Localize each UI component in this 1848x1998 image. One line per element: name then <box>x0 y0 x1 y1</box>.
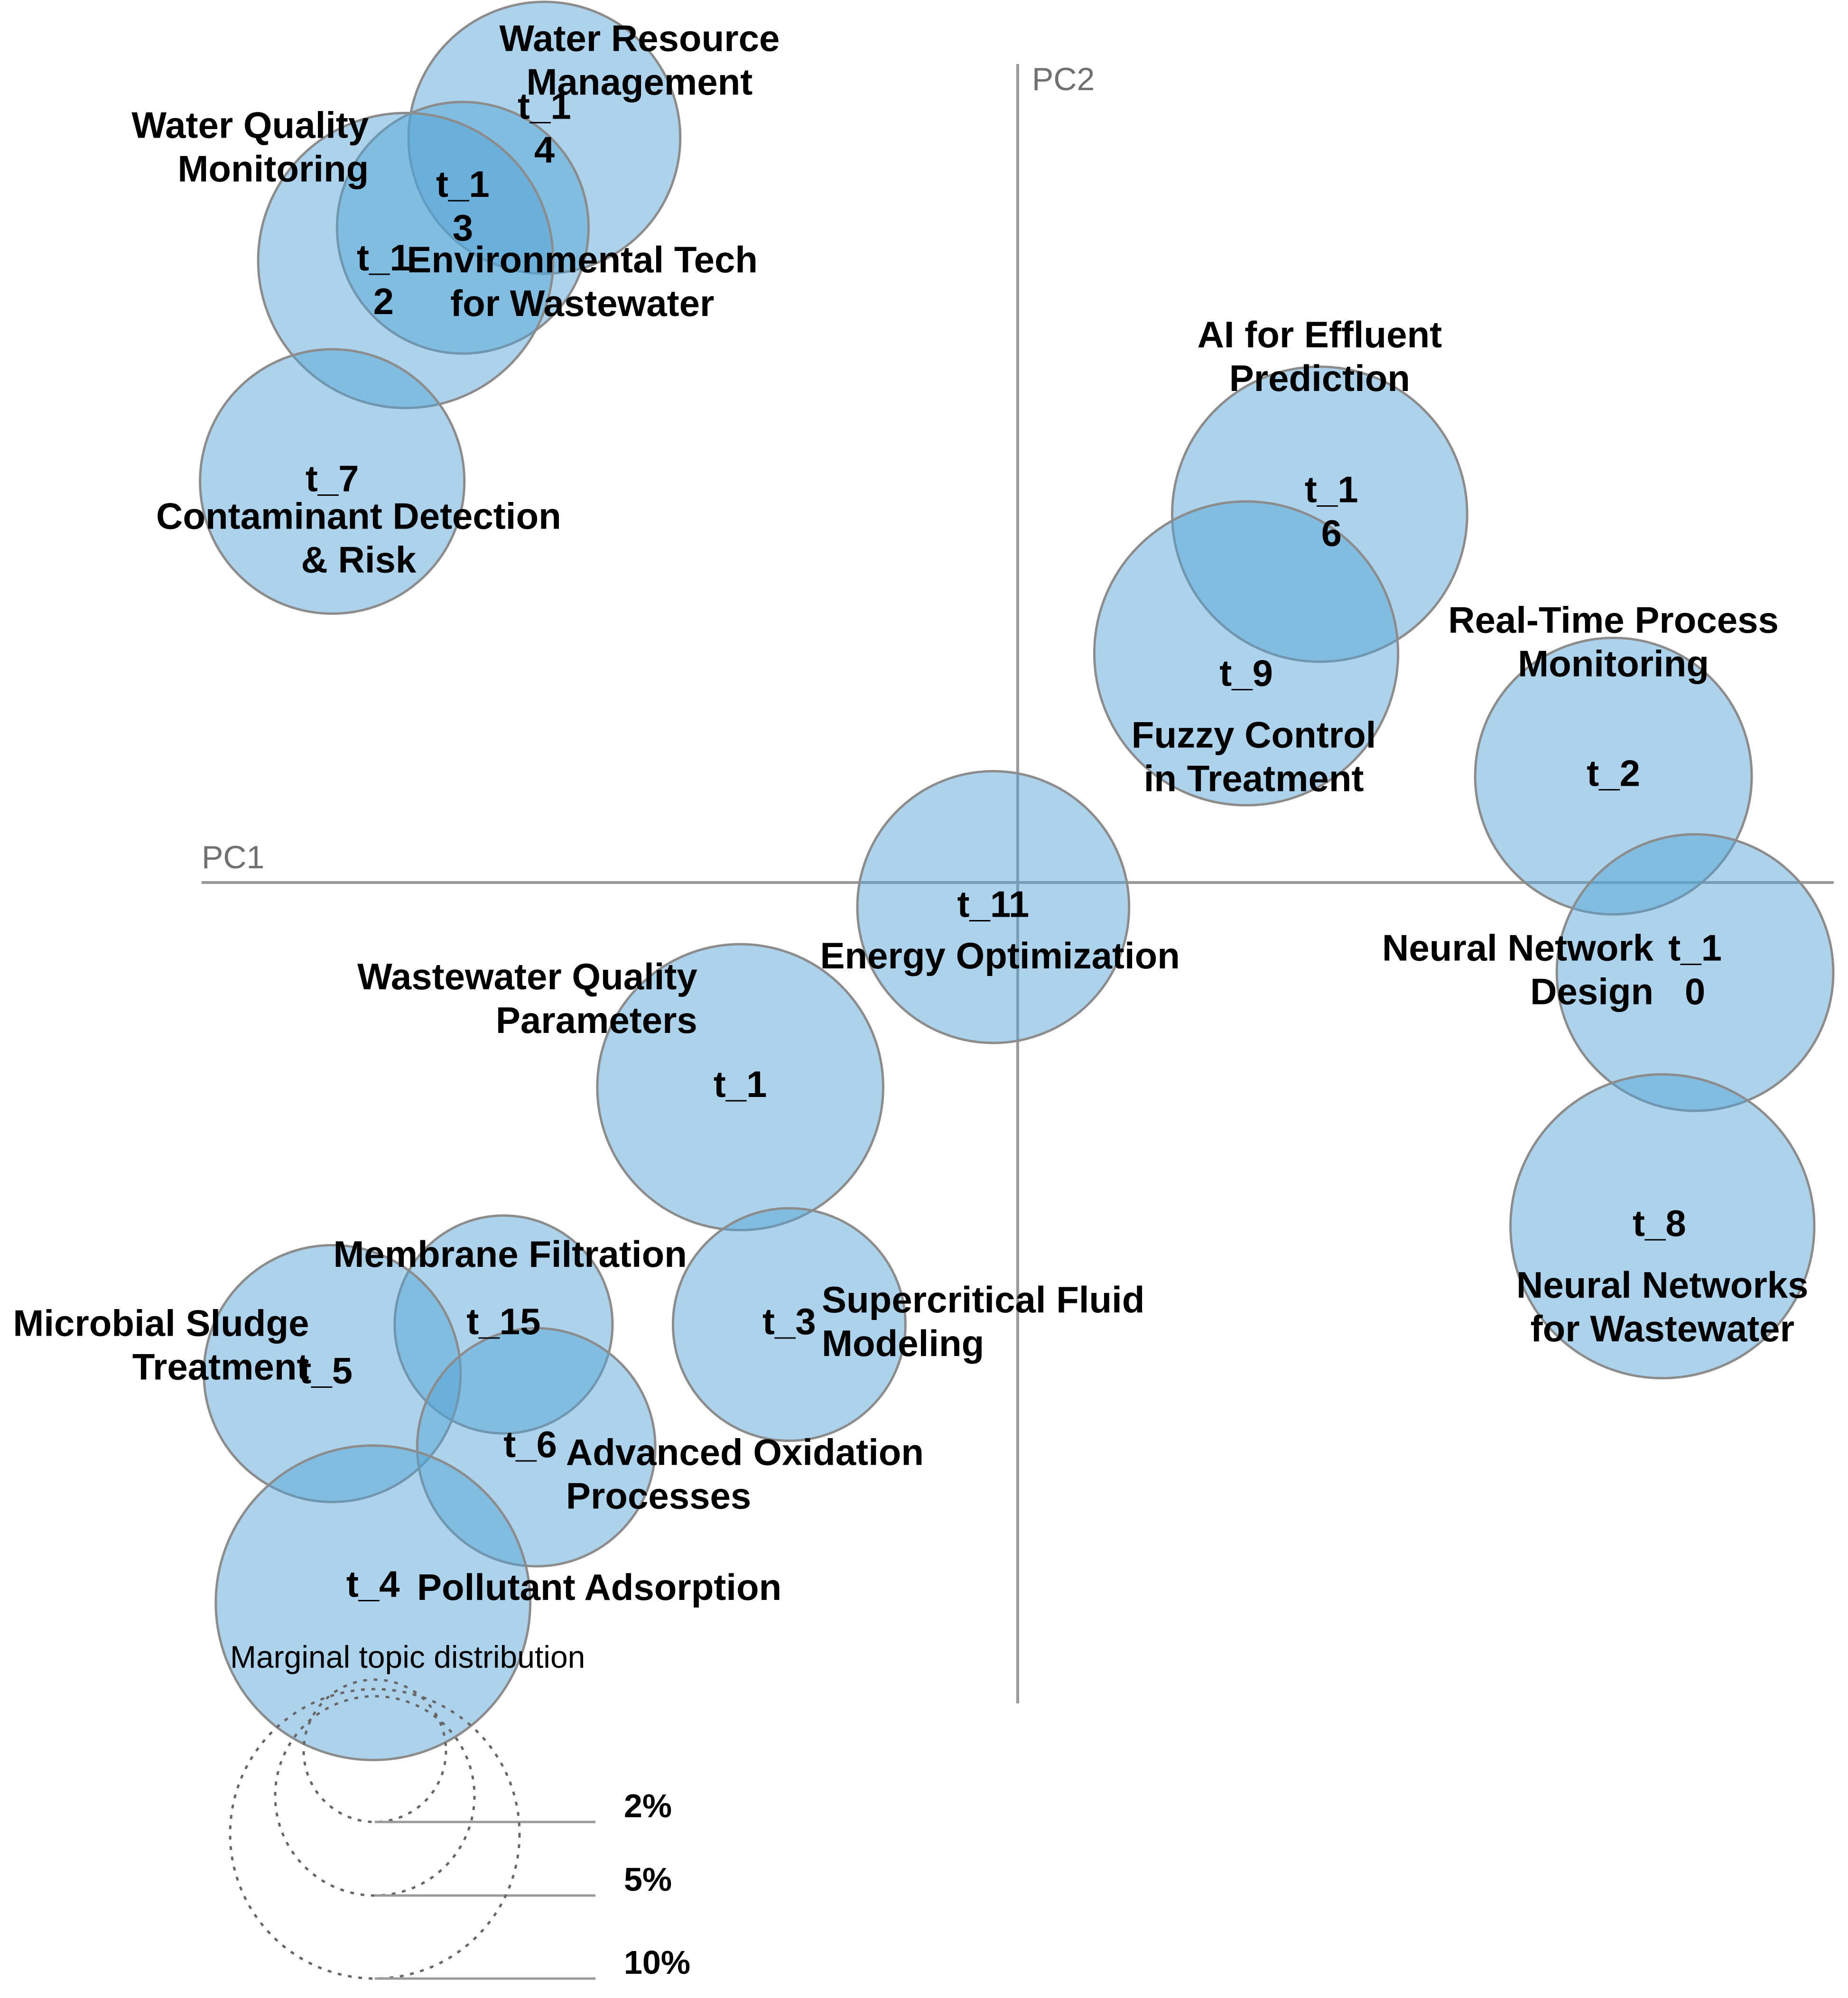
topic-bubble-t-15[interactable] <box>393 1214 614 1435</box>
topic-bubbles <box>199 0 1835 1761</box>
topic-name-label: Contaminant Detection & Risk <box>156 495 561 581</box>
topic-id-label: t_8 <box>1633 1202 1686 1244</box>
pc1-axis-label: PC1 <box>202 839 264 875</box>
pc2-axis-label: PC2 <box>1032 61 1095 97</box>
legend-circle <box>229 1688 521 1980</box>
legend-circle <box>302 1678 447 1823</box>
topic-bubble-t-1[interactable] <box>596 943 884 1232</box>
topic-bubble-t-12[interactable] <box>257 112 555 409</box>
topic-bubble-t-9[interactable] <box>1093 500 1400 807</box>
size-legend: 2% 5% 10% <box>229 1678 690 1981</box>
topic-bubble-t-16[interactable] <box>1171 365 1468 663</box>
topic-id-label: t_15 <box>466 1301 540 1342</box>
topic-name-label: Wastewater Quality Parameters <box>357 956 697 1041</box>
topic-name-label: Advanced Oxidation Processes <box>566 1431 924 1517</box>
topic-bubble-t-3[interactable] <box>671 1207 907 1442</box>
topic-name-label: Neural Networks for Wastewater <box>1516 1264 1809 1349</box>
topic-name-label: Energy Optimization <box>820 935 1180 976</box>
legend-title: Marginal topic distribution <box>230 1639 585 1674</box>
topic-id-label: t_11 <box>957 883 1029 925</box>
topic-bubble-t-14[interactable] <box>407 0 682 275</box>
topic-id-label: t_5 <box>299 1350 353 1392</box>
topic-name-label: Neural Network Design <box>1382 927 1654 1012</box>
topic-id-label: t_1 3 <box>436 163 490 249</box>
topic-id-label: t_2 <box>1587 752 1640 794</box>
topic-name-label: Environmental Tech for Wastewater <box>407 239 758 324</box>
topic-name-label: Membrane Filtration <box>333 1233 687 1275</box>
topic-id-label: t_1 4 <box>518 85 571 171</box>
topic-id-label: t_3 <box>762 1301 816 1342</box>
topic-name-label: Fuzzy Control in Treatment <box>1132 714 1376 799</box>
topic-name-label: Water Resource Management <box>499 17 780 102</box>
topic-id-label: t_1 2 <box>357 237 410 322</box>
topic-bubble-t-8[interactable] <box>1509 1073 1816 1380</box>
topic-bubble-t-2[interactable] <box>1474 636 1753 916</box>
legend-label: 10% <box>624 1944 690 1981</box>
topic-bubble-t-13[interactable] <box>335 101 590 355</box>
topic-bubble-t-10[interactable] <box>1555 833 1835 1112</box>
topic-id-label: t_1 0 <box>1668 927 1722 1012</box>
topic-id-label: t_9 <box>1219 652 1273 694</box>
topic-name-label: Real-Time Process Monitoring <box>1448 599 1779 685</box>
topic-bubble-t-5[interactable] <box>203 1244 462 1504</box>
topic-id-label: t_1 <box>714 1063 767 1105</box>
topic-name-label: Supercritical Fluid Modeling <box>822 1279 1144 1364</box>
topic-id-label: t_1 6 <box>1305 468 1358 554</box>
topic-id-label: t_6 <box>503 1423 557 1465</box>
legend-label: 5% <box>624 1861 672 1898</box>
topic-bubble-t-6[interactable] <box>416 1327 657 1568</box>
topic-bubble-t-7[interactable] <box>199 348 466 615</box>
topic-bubble-t-4[interactable] <box>214 1444 532 1761</box>
topic-name-label: Pollutant Adsorption <box>417 1566 781 1608</box>
topic-name-label: AI for Effluent Prediction <box>1198 314 1442 399</box>
topic-bubble-t-11[interactable] <box>856 770 1131 1044</box>
legend-label: 2% <box>624 1787 672 1824</box>
topic-name-label: Microbial Sludge Treatment <box>13 1302 309 1387</box>
topic-id-label: t_4 <box>346 1563 400 1605</box>
legend-circle <box>274 1695 476 1897</box>
topic-name-label: Water Quality Monitoring <box>131 104 369 189</box>
topic-id-label: t_7 <box>306 457 359 499</box>
